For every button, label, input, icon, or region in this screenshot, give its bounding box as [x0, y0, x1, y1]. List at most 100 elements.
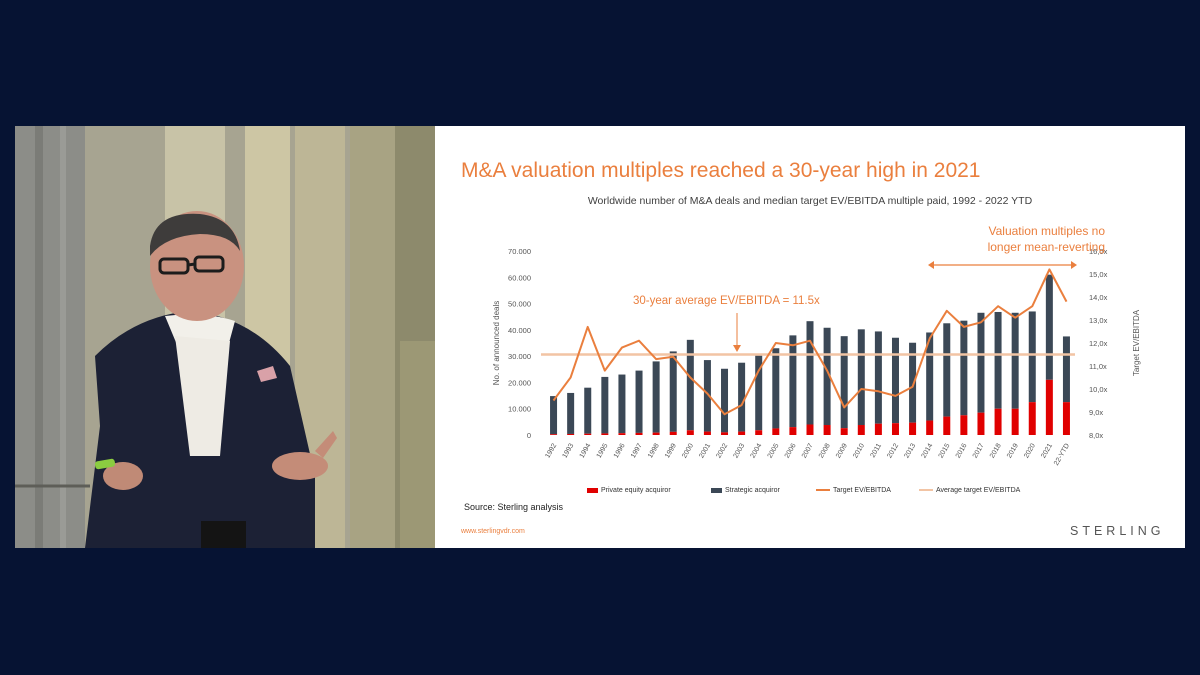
legend-swatch-target-ev — [816, 489, 830, 492]
bar-private-equity-2002 — [721, 432, 729, 435]
bar-strategic-2007 — [806, 321, 814, 425]
y-tick-label: 50.000 — [508, 300, 531, 309]
bar-strategic-22-YTD — [1062, 336, 1070, 403]
bar-strategic-2015 — [943, 323, 951, 417]
bar-strategic-2004 — [755, 355, 763, 431]
x-tick-label: 22-YTD — [1053, 443, 1071, 467]
x-tick-label: 2013 — [903, 442, 917, 459]
legend-label-private-equity: Private equity acquiror — [601, 487, 671, 494]
x-tick-label: 2017 — [972, 442, 986, 459]
bar-strategic-2001 — [703, 360, 711, 432]
x-tick-label: 1999 — [664, 442, 678, 459]
bar-private-equity-2011 — [874, 423, 882, 435]
bar-strategic-2003 — [738, 362, 746, 432]
bar-strategic-2012 — [891, 337, 899, 424]
bar-private-equity-1992 — [550, 434, 558, 435]
legend-swatch-strategic — [711, 487, 722, 493]
bar-strategic-1994 — [584, 387, 592, 434]
bar-private-equity-2019 — [1011, 408, 1019, 435]
y-tick-label: 10.000 — [508, 405, 531, 414]
slide-title: M&A valuation multiples reached a 30-yea… — [461, 159, 981, 182]
bar-strategic-1999 — [669, 351, 677, 432]
legend-label-strategic: Strategic acquiror — [725, 487, 780, 494]
chart-subtitle: Worldwide number of M&A deals and median… — [587, 195, 1033, 207]
x-tick-label: 2005 — [767, 442, 781, 459]
x-tick-label: 2002 — [715, 442, 729, 459]
bar-strategic-2013 — [909, 342, 917, 423]
y2-tick-label: 11,0x — [1089, 362, 1107, 371]
average-multiple-annotation: 30-year average EV/EBITDA = 11.5x — [633, 295, 820, 307]
slide-url: www.sterlingvdr.com — [461, 528, 525, 535]
bar-private-equity-1993 — [567, 433, 575, 435]
x-tick-label: 2010 — [852, 442, 866, 459]
bar-strategic-2019 — [1011, 312, 1019, 409]
bar-strategic-2006 — [789, 335, 797, 428]
bar-private-equity-1998 — [652, 432, 660, 435]
legend-label-target-ev: Target EV/EBITDA — [833, 487, 891, 494]
y-axis-title: No. of announced deals — [492, 301, 501, 386]
bar-private-equity-1996 — [618, 433, 626, 435]
bar-private-equity-2012 — [891, 423, 899, 435]
presentation-slide: M&A valuation multiples reached a 30-yea… — [435, 126, 1185, 548]
x-tick-label: 2012 — [886, 442, 900, 459]
bar-private-equity-2017 — [977, 412, 985, 435]
bar-strategic-2021 — [1045, 274, 1053, 380]
valuation-annotation-line2: longer mean-reverting — [987, 240, 1105, 254]
bar-strategic-2016 — [960, 320, 968, 416]
bar-strategic-2018 — [994, 311, 1002, 409]
x-tick-label: 1994 — [579, 442, 593, 459]
average-annotation-arrowhead — [733, 345, 741, 352]
y2-tick-label: 8,0x — [1089, 431, 1103, 440]
x-tick-label: 2008 — [818, 442, 832, 459]
bar-private-equity-2014 — [926, 420, 934, 435]
x-tick-label: 2006 — [784, 442, 798, 459]
x-tick-label: 2011 — [870, 442, 884, 459]
bar-strategic-2005 — [772, 348, 780, 429]
x-tick-label: 1992 — [544, 442, 558, 459]
bar-private-equity-1994 — [584, 433, 592, 435]
x-tick-label: 1996 — [613, 442, 627, 459]
target-ev-line — [552, 268, 1068, 416]
chart-source: Source: Sterling analysis — [464, 502, 564, 512]
y2-tick-label: 15,0x — [1089, 270, 1108, 279]
bar-private-equity-2000 — [686, 430, 694, 435]
bar-private-equity-2021 — [1045, 379, 1053, 435]
y-tick-label: 20.000 — [508, 378, 531, 387]
bar-private-equity-2009 — [840, 428, 848, 435]
legend-strategic: Strategic acquiror — [711, 487, 780, 494]
legend-swatch-average-ev — [919, 489, 933, 492]
x-tick-label: 2014 — [921, 442, 935, 459]
bar-private-equity-2008 — [823, 425, 831, 435]
y-tick-label: 60.000 — [508, 273, 531, 282]
speaker-scene-image — [15, 126, 435, 548]
bar-private-equity-2007 — [806, 424, 814, 435]
bar-private-equity-1999 — [669, 431, 677, 435]
x-tick-label: 2001 — [698, 442, 712, 459]
y2-tick-label: 10,0x — [1089, 385, 1108, 394]
x-tick-label: 2020 — [1023, 442, 1037, 459]
y2-axis-title: Target EV/EBITDA — [1132, 309, 1141, 376]
x-tick-label: 2015 — [938, 442, 952, 459]
legend-target-ev: Target EV/EBITDA — [816, 487, 891, 494]
bar-private-equity-2020 — [1028, 402, 1036, 435]
x-tick-label: 1998 — [647, 442, 661, 459]
y-tick-label: 0 — [527, 431, 531, 440]
x-tick-label: 1993 — [562, 442, 576, 459]
y-tick-label: 30.000 — [508, 352, 531, 361]
bar-private-equity-1995 — [601, 433, 609, 435]
speaker-camera-view — [15, 126, 435, 548]
valuation-annotation: Valuation multiples no longer mean-rever… — [905, 223, 1105, 255]
y-tick-label: 40.000 — [508, 326, 531, 335]
video-frame: M&A valuation multiples reached a 30-yea… — [15, 126, 1185, 548]
y2-tick-label: 13,0x — [1089, 316, 1108, 325]
bar-strategic-2017 — [977, 312, 985, 413]
sterling-logo: STERLING — [1070, 524, 1165, 538]
legend-private-equity: Private equity acquiror — [587, 487, 671, 494]
bar-strategic-1996 — [618, 374, 626, 434]
bar-private-equity-2013 — [909, 422, 917, 435]
bar-strategic-2000 — [686, 339, 694, 431]
x-tick-label: 1995 — [596, 442, 610, 459]
bar-private-equity-2015 — [943, 416, 951, 435]
bar-private-equity-2003 — [738, 431, 746, 435]
x-tick-label: 2004 — [750, 442, 764, 459]
